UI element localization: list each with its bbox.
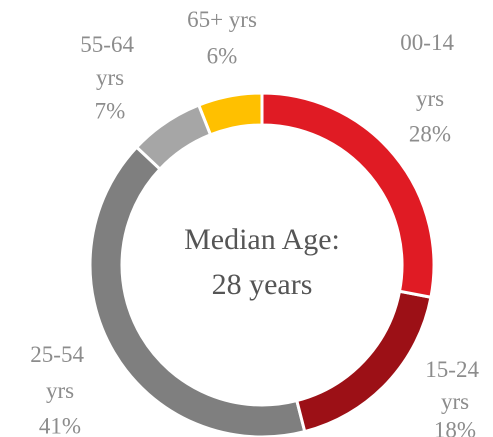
donut-segment xyxy=(294,289,433,434)
value-label: 28% xyxy=(409,121,451,146)
value-label: 18% xyxy=(434,417,476,437)
category-label: 15-24 yrs xyxy=(425,357,484,414)
value-label: 41% xyxy=(39,413,81,437)
donut-segment xyxy=(88,145,307,437)
value-label: 6% xyxy=(207,43,238,68)
category-label: 25-54 yrs xyxy=(30,342,89,403)
category-label: 65+ yrs xyxy=(187,7,257,32)
center-label: 28 years xyxy=(212,268,313,301)
donut-segment xyxy=(134,103,213,172)
value-label: 7% xyxy=(95,98,126,123)
donut-segment xyxy=(260,91,436,299)
center-label: Median Age: xyxy=(184,223,340,256)
category-label: 00-14 yrs xyxy=(400,30,459,111)
category-label: 55-64 yrs xyxy=(80,32,139,90)
